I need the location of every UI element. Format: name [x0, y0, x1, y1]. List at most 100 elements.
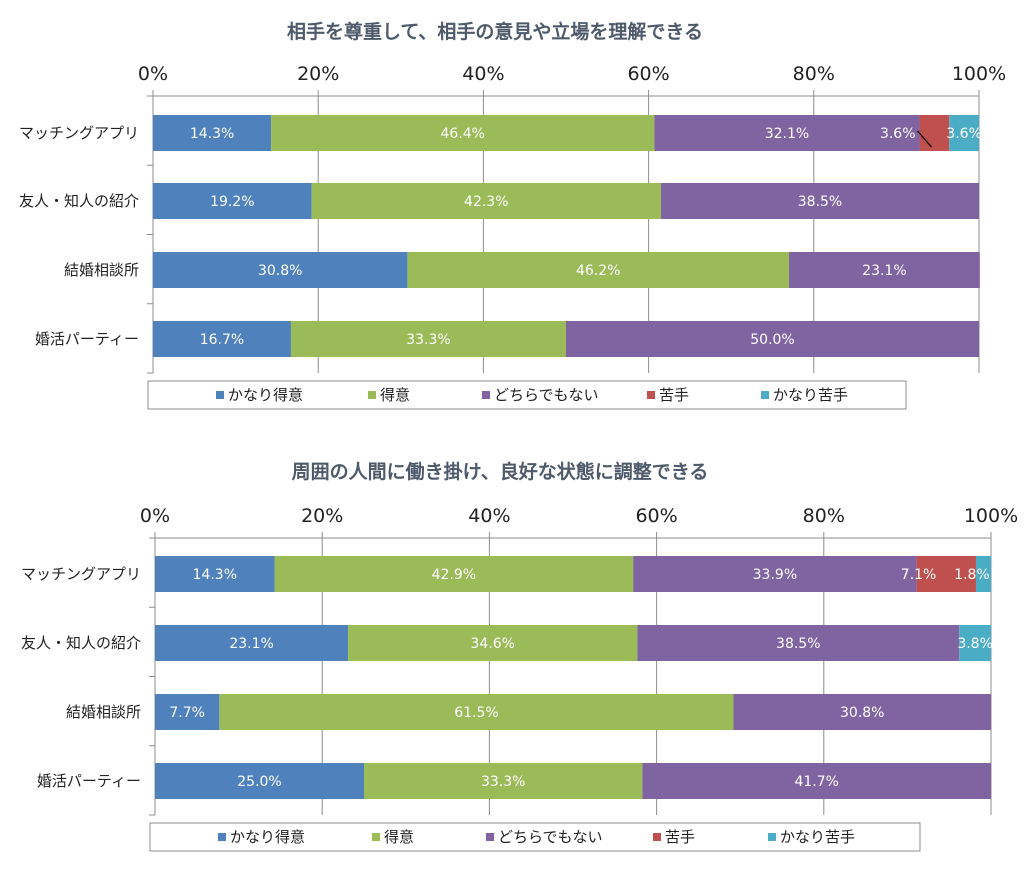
- x-tick-label: 40%: [462, 63, 504, 85]
- legend-label: かなり苦手: [773, 386, 848, 404]
- data-label: 16.7%: [200, 332, 244, 348]
- bar-segment: [566, 321, 979, 357]
- bar-segment: [407, 252, 790, 288]
- data-label: 14.3%: [190, 126, 234, 142]
- legend-swatch: [482, 391, 490, 399]
- bar-segment: [155, 694, 220, 730]
- data-label: 38.5%: [776, 636, 820, 652]
- bar-segment: [348, 625, 638, 661]
- data-label: 42.9%: [432, 567, 476, 583]
- legend-label: 得意: [384, 828, 414, 846]
- bar-segment: [949, 115, 979, 151]
- label-leader-line: [917, 130, 933, 148]
- legend-label: 苦手: [659, 386, 689, 404]
- legend-box: [147, 380, 907, 410]
- legend-swatch: [486, 833, 494, 841]
- legend-label: 苦手: [665, 828, 695, 846]
- data-label: 32.1%: [765, 126, 809, 142]
- bar-segment: [153, 183, 312, 219]
- data-label: 42.3%: [464, 194, 508, 210]
- legend-swatch: [653, 833, 661, 841]
- data-label: 30.8%: [840, 705, 884, 721]
- data-label: 33.3%: [406, 332, 450, 348]
- data-label: 19.2%: [210, 194, 254, 210]
- data-label: 46.4%: [441, 126, 485, 142]
- legend-label: かなり得意: [230, 828, 305, 846]
- chart-2: 周囲の人間に働き掛け、良好な状態に調整できる 0% 20% 40% 60% 80% 100%…: [21, 460, 1018, 852]
- bar-segment: [660, 183, 979, 219]
- legend-swatch: [647, 391, 655, 399]
- data-label: 25.0%: [237, 774, 281, 790]
- legend-swatch: [768, 833, 776, 841]
- legend-label: かなり得意: [228, 386, 303, 404]
- legend-label: どちらでもない: [494, 386, 599, 404]
- bar-segment: [789, 252, 980, 288]
- x-tick-label: 60%: [627, 63, 669, 85]
- bar-segment: [271, 115, 655, 151]
- data-label: 30.8%: [258, 263, 302, 279]
- x-tick-label: 20%: [301, 505, 343, 527]
- legend-label: かなり苦手: [780, 828, 855, 846]
- legend: かなり得意 得意 どちらでもない 苦手 かなり苦手: [147, 380, 907, 410]
- x-tick-label: 60%: [635, 505, 677, 527]
- bar-segment: [654, 115, 920, 151]
- data-label: 23.1%: [229, 636, 273, 652]
- data-label: 33.9%: [753, 567, 797, 583]
- bar-segment: [975, 556, 991, 592]
- category-label: 結婚相談所: [66, 703, 141, 721]
- chart-1: 相手を尊重して、相手の意見や立場を理解できる 0% 20% 40% 60% 80% 100%…: [19, 20, 1006, 410]
- bar-segment: [959, 625, 991, 661]
- category-label: 友人・知人の紹介: [19, 192, 139, 210]
- bar-segment: [153, 321, 291, 357]
- chart-title: 相手を尊重して、相手の意見や立場を理解できる: [287, 20, 703, 43]
- x-tick-label: 0%: [140, 505, 170, 527]
- data-label: 34.6%: [471, 636, 515, 652]
- bar-segment: [637, 625, 960, 661]
- bar-segment: [153, 252, 408, 288]
- data-label: 1.8%: [954, 567, 990, 583]
- legend-swatch: [216, 391, 224, 399]
- legend-label: 得意: [380, 386, 410, 404]
- bar-segment: [290, 321, 566, 357]
- x-tick-label: 20%: [297, 63, 339, 85]
- data-label: 14.3%: [193, 567, 237, 583]
- data-label: 38.5%: [798, 194, 842, 210]
- category-label: マッチングアプリ: [19, 124, 139, 142]
- bar-segment: [311, 183, 661, 219]
- category-label: マッチングアプリ: [21, 565, 141, 583]
- legend-box: [149, 822, 921, 852]
- bar-segment: [916, 556, 976, 592]
- x-tick-label: 100%: [964, 505, 1018, 527]
- bar-segment: [155, 763, 364, 799]
- legend-swatch: [761, 391, 769, 399]
- bar-segment: [364, 763, 643, 799]
- x-tick-label: 80%: [803, 505, 845, 527]
- data-label: 50.0%: [750, 332, 794, 348]
- chart-title: 周囲の人間に働き掛け、良好な状態に調整できる: [292, 460, 709, 483]
- legend-swatch: [372, 833, 380, 841]
- legend-swatch: [368, 391, 376, 399]
- x-tick-label: 80%: [793, 63, 835, 85]
- data-label: 33.3%: [481, 774, 525, 790]
- bar-segment: [919, 115, 950, 151]
- data-label: 41.7%: [794, 774, 838, 790]
- bar-segment: [153, 115, 272, 151]
- bar-segment: [274, 556, 634, 592]
- bar-segment: [633, 556, 917, 592]
- bar-segment: [155, 625, 349, 661]
- x-tick-label: 0%: [138, 63, 168, 85]
- data-label: 23.1%: [862, 263, 906, 279]
- data-label: 3.6%: [946, 126, 982, 142]
- bar-segment: [219, 694, 734, 730]
- legend-swatch: [218, 833, 226, 841]
- category-label: 婚活パーティー: [37, 772, 141, 790]
- data-label: 3.8%: [957, 636, 993, 652]
- data-label: 3.6%: [880, 126, 916, 142]
- category-label: 婚活パーティー: [35, 330, 139, 348]
- data-label: 61.5%: [454, 705, 498, 721]
- bar-segment: [642, 763, 991, 799]
- legend: かなり得意 得意 どちらでもない 苦手 かなり苦手: [149, 822, 921, 852]
- data-label: 7.7%: [169, 705, 205, 721]
- legend-label: どちらでもない: [498, 828, 603, 846]
